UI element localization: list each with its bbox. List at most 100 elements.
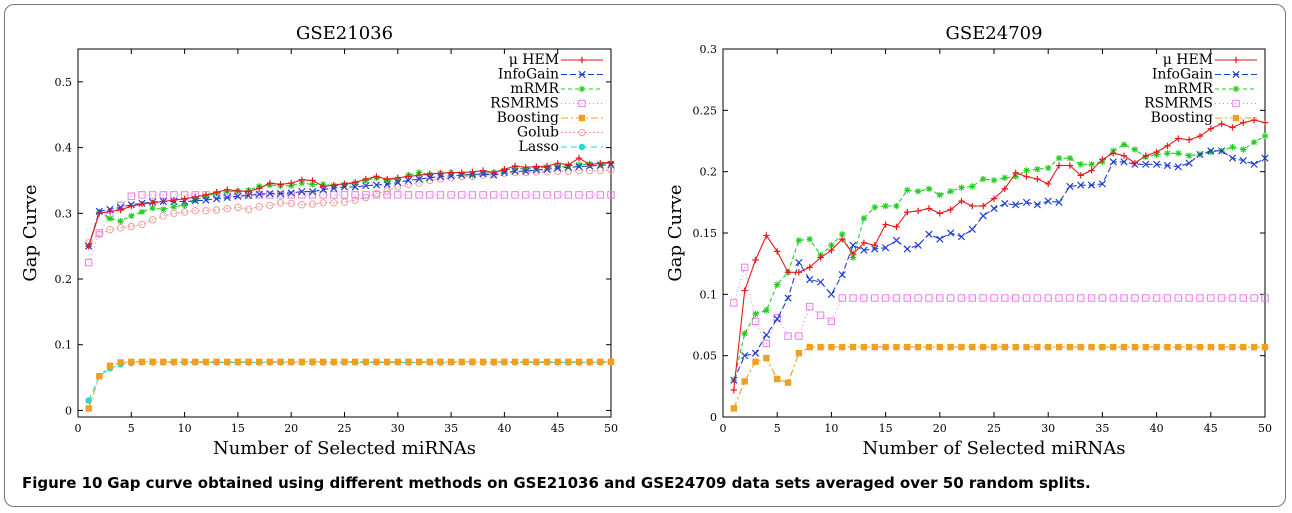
data-point-rsmrms (479, 191, 487, 199)
data-point-golub (234, 203, 242, 212)
data-point-infogain (447, 172, 455, 180)
data-point-mrmr (1185, 152, 1193, 159)
data-point-infogain (340, 183, 349, 191)
x-tick-label: 35 (1095, 422, 1109, 435)
legend-label-boosting: Boosting (1151, 110, 1213, 126)
data-point-hem (224, 186, 231, 193)
data-point-hem (1077, 172, 1084, 179)
data-point-hem (341, 180, 348, 187)
data-point-mrmr (839, 231, 846, 238)
data-point-rsmrms (838, 294, 846, 302)
data-point-mrmr (575, 161, 583, 168)
data-point-boosting (394, 358, 401, 365)
data-point-infogain (784, 294, 792, 302)
data-point-hem (607, 158, 615, 166)
data-point-golub (170, 209, 178, 217)
data-point-mrmr (958, 184, 965, 191)
data-point-rsmrms (1131, 294, 1139, 302)
data-point-mrmr (160, 206, 167, 213)
data-point-boosting (828, 343, 835, 351)
y-tick-label: 0.2 (55, 273, 73, 286)
data-point-infogain (522, 167, 530, 175)
y-tick-label: 0 (65, 404, 72, 417)
data-point-hem (1164, 142, 1171, 150)
data-point-infogain (1120, 158, 1128, 166)
data-point-mrmr (1250, 139, 1258, 146)
legend-label-mrmr: mRMR (510, 81, 559, 97)
data-point-mrmr (1023, 167, 1030, 174)
data-point-mrmr (1175, 150, 1182, 157)
x-tick-label: 10 (178, 422, 192, 435)
data-point-rsmrms (1217, 294, 1226, 302)
data-point-mrmr (1164, 150, 1171, 157)
data-point-boosting (979, 343, 987, 351)
data-point-rsmrms (95, 229, 104, 237)
data-point-infogain (730, 376, 738, 384)
data-point-infogain (1228, 154, 1237, 162)
data-point-boosting (117, 359, 124, 366)
data-point-rsmrms (511, 191, 519, 199)
data-point-hem (969, 202, 976, 210)
y-axis-label: Gap Curve (20, 184, 41, 281)
data-point-rsmrms (522, 191, 530, 199)
data-point-boosting (1229, 343, 1236, 351)
data-point-rsmrms (383, 191, 391, 199)
data-point-boosting (426, 358, 433, 365)
data-point-infogain (319, 186, 327, 194)
x-tick-label: 5 (128, 422, 135, 435)
data-point-mrmr (774, 281, 781, 288)
data-point-hem (871, 242, 878, 249)
data-point-mrmr (1012, 173, 1019, 180)
data-point-rsmrms (1055, 294, 1063, 302)
y-tick-label: 0.5 (55, 76, 73, 89)
y-tick-label: 0.15 (693, 227, 718, 240)
x-tick-label: 15 (231, 422, 245, 435)
data-point-mrmr (1045, 164, 1052, 172)
data-point-mrmr (914, 188, 922, 195)
data-point-infogain (1055, 198, 1063, 206)
data-point-boosting (1088, 343, 1095, 351)
y-tick-label: 0 (710, 411, 717, 424)
data-point-hem (458, 169, 465, 176)
data-point-boosting (936, 343, 943, 351)
data-point-rsmrms (1228, 294, 1237, 302)
series-line-infogain (733, 150, 1266, 381)
data-point-rsmrms (784, 332, 792, 340)
series-line-lasso (88, 361, 611, 401)
data-point-hem (490, 169, 497, 176)
data-point-rsmrms (564, 191, 573, 199)
data-point-boosting (256, 358, 263, 365)
data-point-infogain (838, 271, 846, 279)
data-point-hem (479, 167, 487, 174)
data-point-boosting (752, 358, 759, 365)
data-point-hem (849, 250, 857, 258)
figure-frame: 0 5 10 15 20 25 30 35 40 45 50 0 0.1 0.2 0.3 0.4 0.5 GSE2… (4, 4, 1286, 507)
data-point-infogain (543, 165, 551, 173)
data-point-hem (383, 175, 391, 183)
series-rsmrms (730, 263, 1269, 348)
data-point-golub (180, 208, 189, 216)
data-point-golub (148, 216, 157, 224)
data-point-hem (839, 235, 846, 243)
data-point-golub (287, 199, 295, 208)
data-point-infogain (1044, 197, 1052, 205)
data-point-boosting (405, 358, 412, 365)
data-point-boosting (341, 358, 348, 365)
series-boosting (85, 358, 615, 412)
y-axis-label: Gap Curve (665, 184, 686, 281)
data-point-rsmrms (575, 191, 583, 199)
data-point-mrmr (554, 163, 561, 170)
data-point-mrmr (1207, 148, 1214, 156)
data-point-rsmrms (287, 191, 295, 199)
data-point-rsmrms (426, 191, 434, 199)
data-point-hem (730, 386, 738, 394)
data-point-rsmrms (892, 294, 901, 302)
data-point-rsmrms (730, 299, 738, 307)
data-point-rsmrms (990, 294, 998, 302)
y-tick-label: 0.2 (700, 166, 718, 179)
data-point-infogain (1022, 198, 1031, 206)
data-point-rsmrms (127, 192, 135, 200)
data-point-rsmrms (762, 339, 771, 348)
data-point-hem (298, 176, 306, 183)
y-tick-label: 0.05 (693, 350, 718, 363)
